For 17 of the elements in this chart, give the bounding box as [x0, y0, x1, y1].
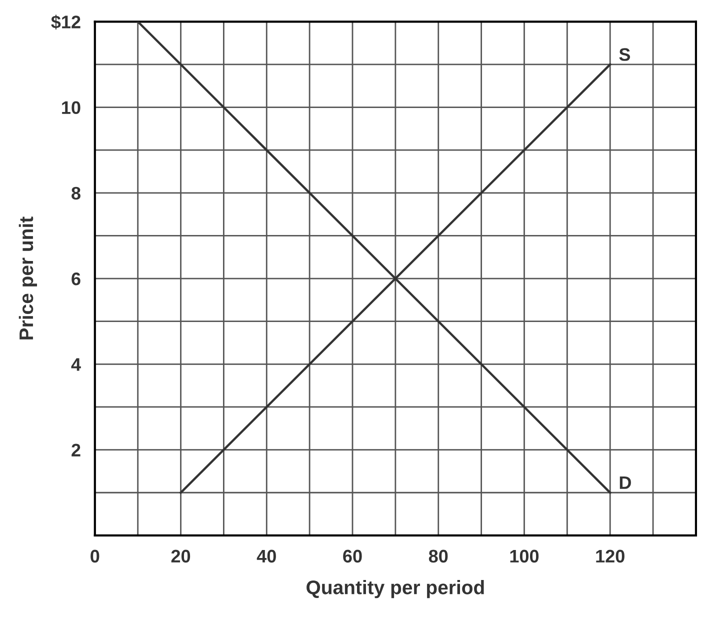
- y-tick-label: $12: [51, 14, 80, 30]
- x-tick-label: 100: [510, 550, 539, 563]
- x-tick-label: 60: [343, 550, 362, 563]
- x-tick-label: 0: [90, 550, 100, 563]
- y-tick-label: 4: [71, 358, 81, 371]
- y-tick-label: 6: [72, 272, 80, 286]
- y-tick-label: 2: [72, 444, 80, 456]
- x-tick-label: 120: [596, 550, 624, 563]
- series-label: D: [620, 476, 631, 489]
- x-tick-label: 20: [171, 550, 190, 563]
- x-tick-label: 80: [428, 550, 448, 563]
- x-axis-title: Quantity per period: [306, 580, 484, 598]
- y-tick-label: 10: [62, 101, 80, 114]
- y-tick-label: 8: [72, 186, 80, 200]
- x-tick-label: 40: [256, 550, 276, 563]
- y-axis-title: Price per unit: [18, 216, 38, 340]
- series-label: S: [619, 48, 630, 61]
